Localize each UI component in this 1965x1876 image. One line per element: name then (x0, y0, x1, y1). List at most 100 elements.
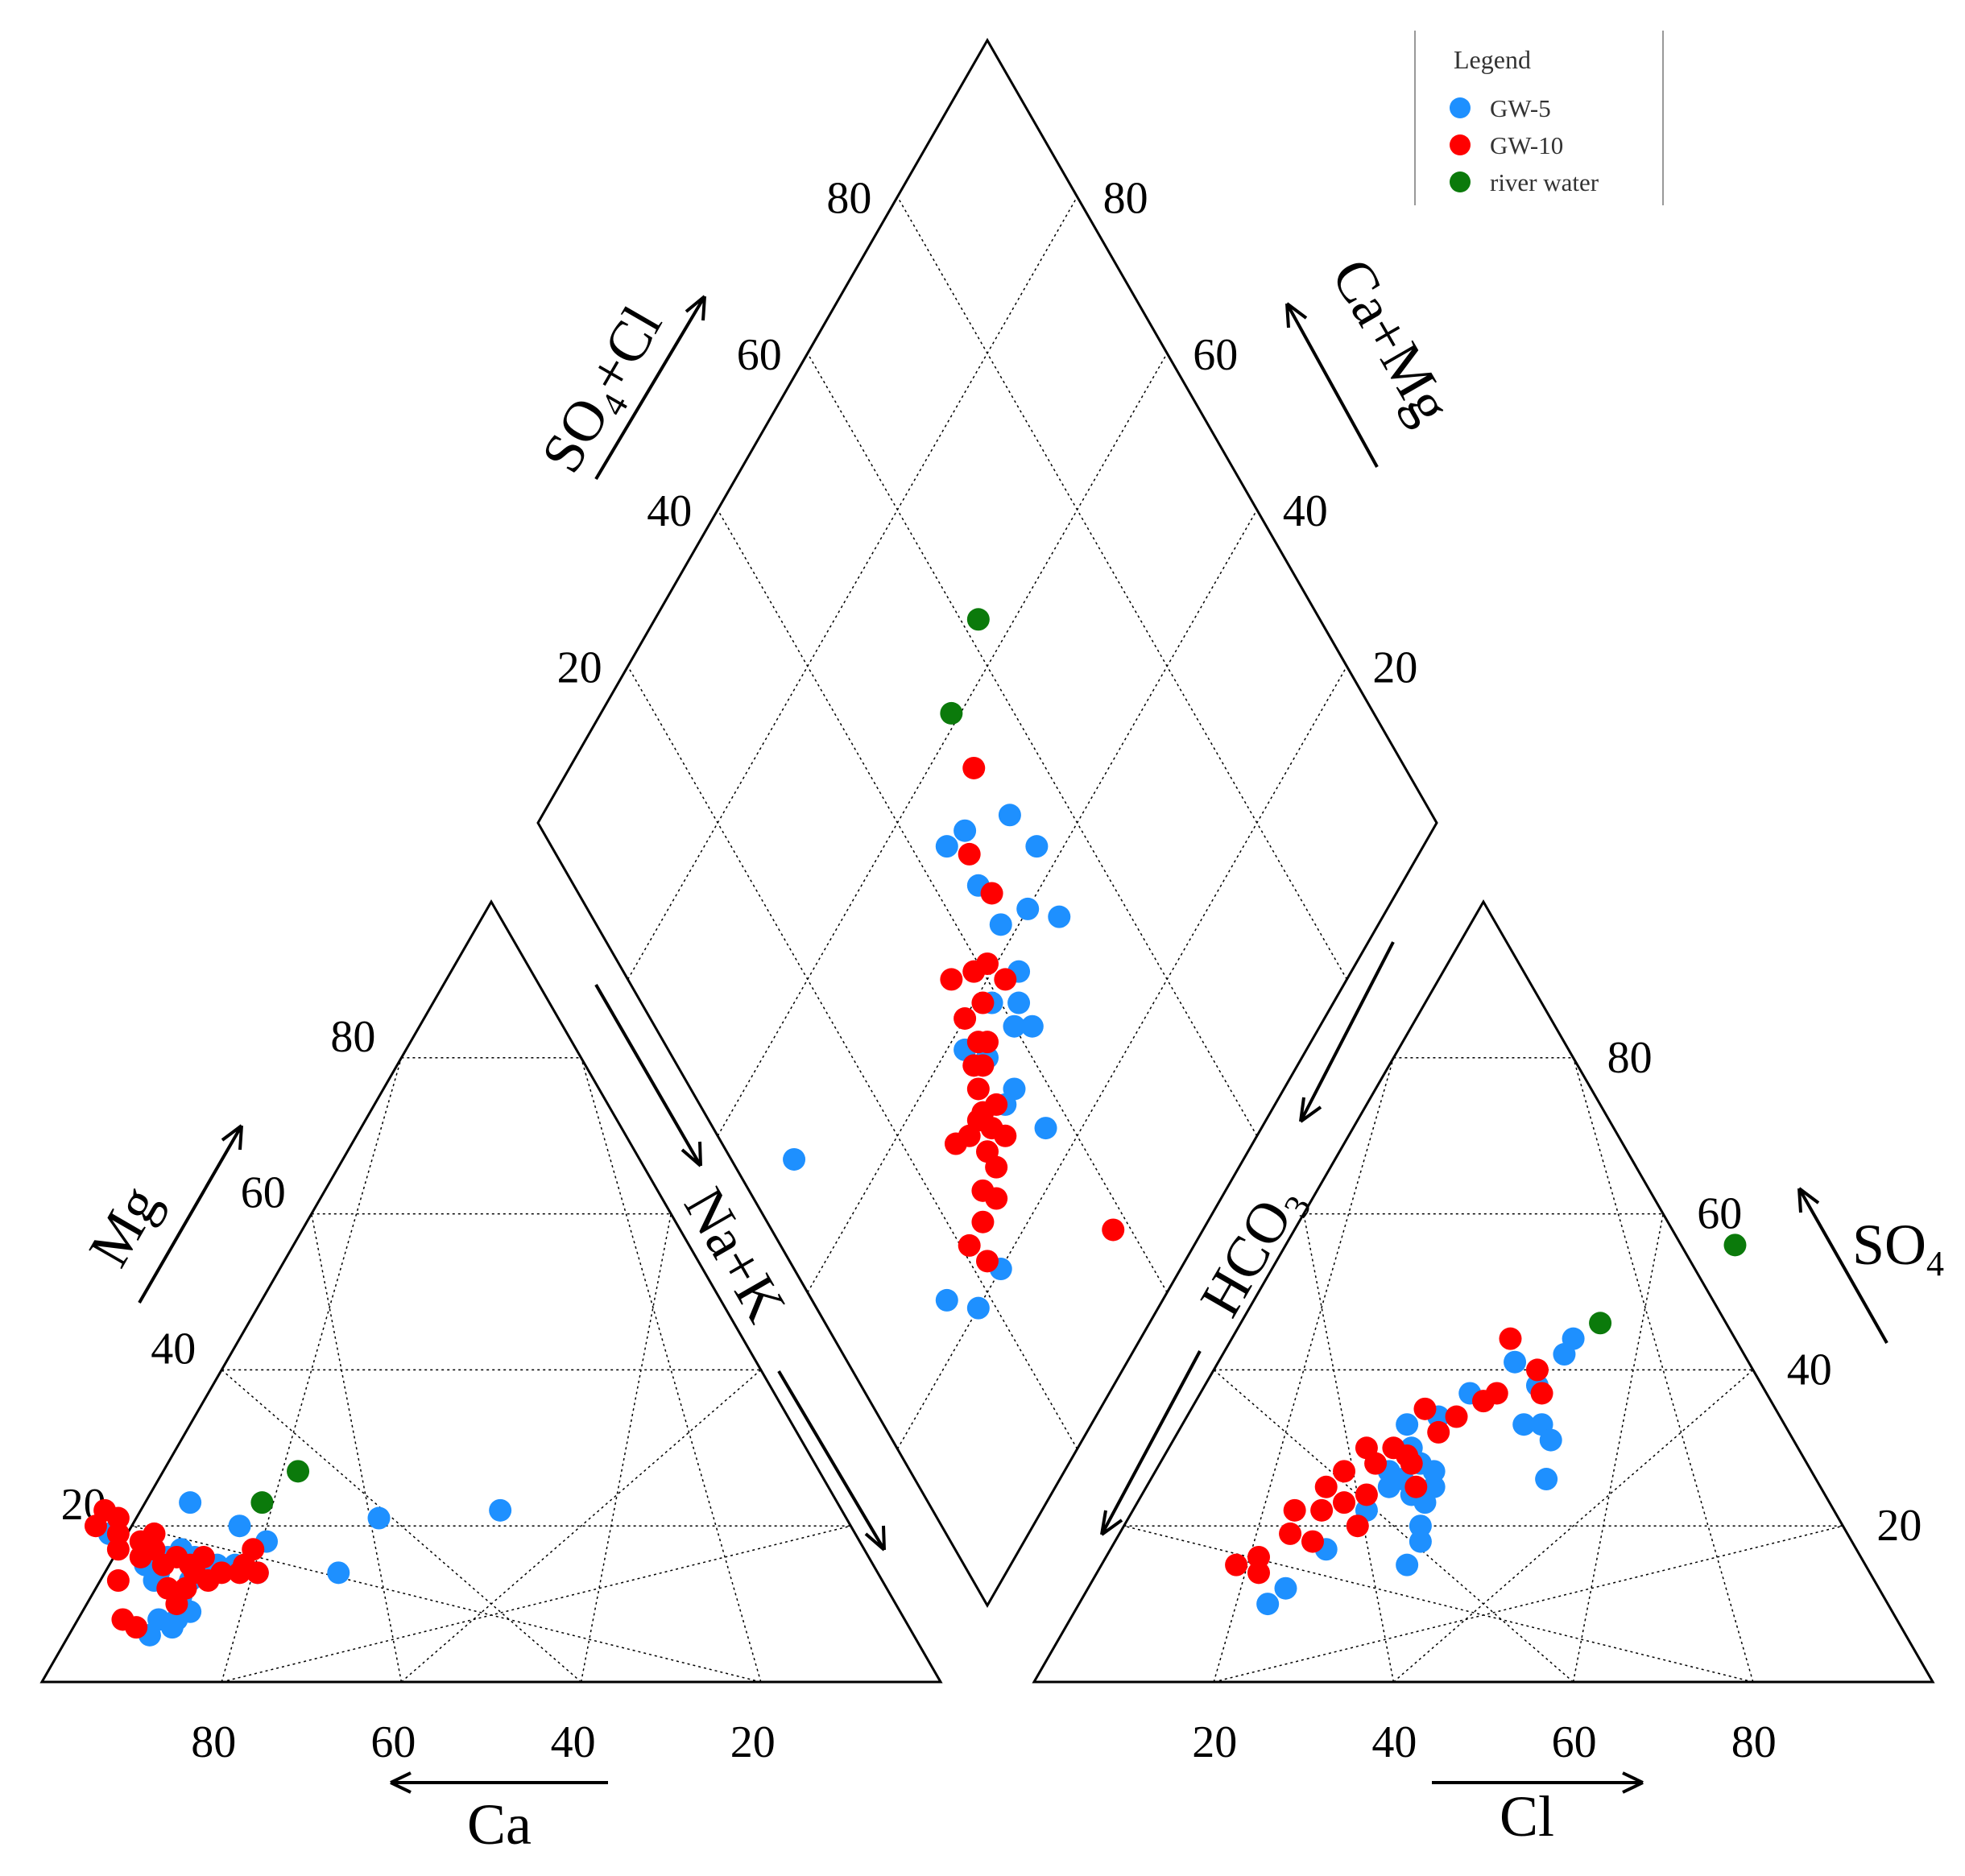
mg-tick-40: 40 (151, 1324, 196, 1374)
hco3-arrow-upper (1299, 941, 1395, 1123)
anion-point-gw-5 (1274, 1576, 1297, 1600)
anion-point-gw-5 (1409, 1514, 1432, 1538)
diamond-right-tick-40: 40 (1283, 486, 1328, 536)
cation-triangle (39, 899, 943, 1684)
anion-point-gw-10 (1301, 1530, 1324, 1553)
diamond-point-river-water (966, 608, 990, 631)
cation-point-gw-10 (93, 1498, 117, 1522)
so4cl-axis-title: SO4+Cl (529, 295, 681, 486)
anion-grid-d2 (1572, 1057, 1754, 1683)
so4-tick-60: 60 (1697, 1189, 1742, 1239)
so4-tick-80: 80 (1607, 1033, 1653, 1083)
diamond-point-gw-5 (783, 1147, 806, 1171)
mg-axis-title: Mg (77, 1175, 172, 1277)
so4-axis-title-sub: 4 (1926, 1244, 1944, 1283)
nak-arrow-upper (594, 983, 702, 1167)
so4cl-arrow (594, 295, 706, 481)
cation-point-gw-10 (183, 1561, 206, 1585)
diamond-point-gw-10 (980, 882, 1003, 905)
diamond-point-gw-10 (976, 1031, 999, 1054)
cation-point-gw-5 (489, 1498, 512, 1522)
cation-grid-d2 (580, 1213, 672, 1683)
anion-point-gw-10 (1364, 1452, 1388, 1475)
cation-point-gw-5 (160, 1616, 184, 1639)
cation-grid-d1 (311, 1213, 403, 1683)
cation-point-gw-5 (327, 1561, 350, 1585)
diamond-point-gw-5 (966, 1296, 990, 1320)
ca-tick-60: 60 (370, 1717, 416, 1767)
diamond-point-gw-10 (966, 1077, 990, 1101)
cation-point-gw-10 (125, 1616, 148, 1639)
anion-point-gw-5 (1535, 1468, 1558, 1491)
cation-point-river-water (250, 1491, 274, 1514)
anion-point-gw-10 (1525, 1358, 1549, 1382)
anion-point-gw-10 (1355, 1483, 1378, 1506)
cation-point-gw-10 (242, 1538, 265, 1561)
diamond-left-tick-40: 40 (647, 486, 692, 536)
diamond-left-tick-80: 80 (826, 173, 871, 223)
diamond-point-gw-5 (1016, 897, 1040, 920)
cation-point-gw-10 (156, 1576, 180, 1600)
diamond-point-gw-5 (1025, 835, 1049, 858)
anion-point-gw-5 (1562, 1327, 1585, 1350)
diamond-grid-b (717, 509, 1168, 1293)
diamond-left-tick-20: 20 (557, 643, 602, 693)
diamond-point-gw-10 (980, 1117, 1003, 1140)
cation-grid-d2 (400, 1369, 762, 1683)
diamond-point-gw-10 (985, 1187, 1008, 1210)
cl-tick-40: 40 (1371, 1717, 1417, 1767)
cation-point-gw-5 (179, 1491, 202, 1514)
anion-point-river-water (1589, 1312, 1612, 1335)
grid-lines (131, 196, 1843, 1683)
legend-marker-gw5 (1450, 97, 1471, 118)
anion-point-gw-5 (1377, 1475, 1400, 1498)
diamond-grid-b (807, 353, 1258, 1137)
diamond-right-tick-80: 80 (1103, 173, 1148, 223)
cation-grid-d1 (221, 1369, 582, 1683)
ca-axis-title: Ca (467, 1792, 532, 1857)
mg-tick-60: 60 (241, 1168, 286, 1218)
camg-arrow (1285, 302, 1379, 468)
legend-marker-gw10 (1450, 134, 1471, 155)
data-points (84, 608, 1747, 1647)
diamond-left-tick-60: 60 (737, 330, 782, 380)
so4-arrow (1797, 1187, 1888, 1344)
cation-grid-d2 (221, 1525, 851, 1683)
ca-tick-40: 40 (551, 1717, 596, 1767)
cation-point-gw-10 (151, 1553, 175, 1576)
cation-point-gw-10 (246, 1561, 269, 1585)
diamond-point-gw-10 (954, 1007, 977, 1030)
diamond-point-gw-10 (1102, 1218, 1125, 1242)
diamond-point-gw-5 (989, 913, 1012, 936)
diamond-point-gw-10 (958, 842, 981, 866)
diamond-point-gw-10 (962, 756, 986, 779)
legend-title: Legend (1454, 45, 1531, 74)
so4cl-axis-title-b: +Cl (575, 295, 675, 403)
nak-axis-title: Na+K (672, 1177, 799, 1333)
anion-grid-d2 (1572, 1213, 1664, 1683)
anion-point-gw-10 (1247, 1561, 1270, 1585)
anion-grid-d2 (1392, 1369, 1754, 1683)
diamond-point-gw-10 (976, 1140, 999, 1163)
anion-point-gw-5 (1409, 1530, 1432, 1553)
diamond-point-gw-5 (1003, 1014, 1026, 1038)
anion-point-gw-10 (1413, 1397, 1437, 1420)
diamond-point-gw-10 (971, 1210, 995, 1233)
diamond-point-gw-10 (940, 968, 963, 991)
diamond-point-gw-10 (971, 991, 995, 1014)
anion-point-gw-10 (1333, 1491, 1356, 1514)
diamond-point-gw-10 (958, 1233, 981, 1257)
hco3-arrow (1100, 1350, 1202, 1536)
anion-point-gw-10 (1427, 1420, 1450, 1444)
cation-point-gw-10 (106, 1538, 130, 1561)
diamond-point-gw-5 (954, 819, 977, 842)
anion-grid-d1 (1303, 1213, 1395, 1683)
diamond-point-gw-5 (935, 835, 958, 858)
diamond-point-gw-10 (985, 1093, 1008, 1116)
anion-point-gw-5 (1504, 1350, 1527, 1374)
anion-point-gw-10 (1346, 1514, 1369, 1538)
cation-point-river-water (287, 1460, 310, 1483)
legend-marker-river-water (1450, 171, 1471, 192)
